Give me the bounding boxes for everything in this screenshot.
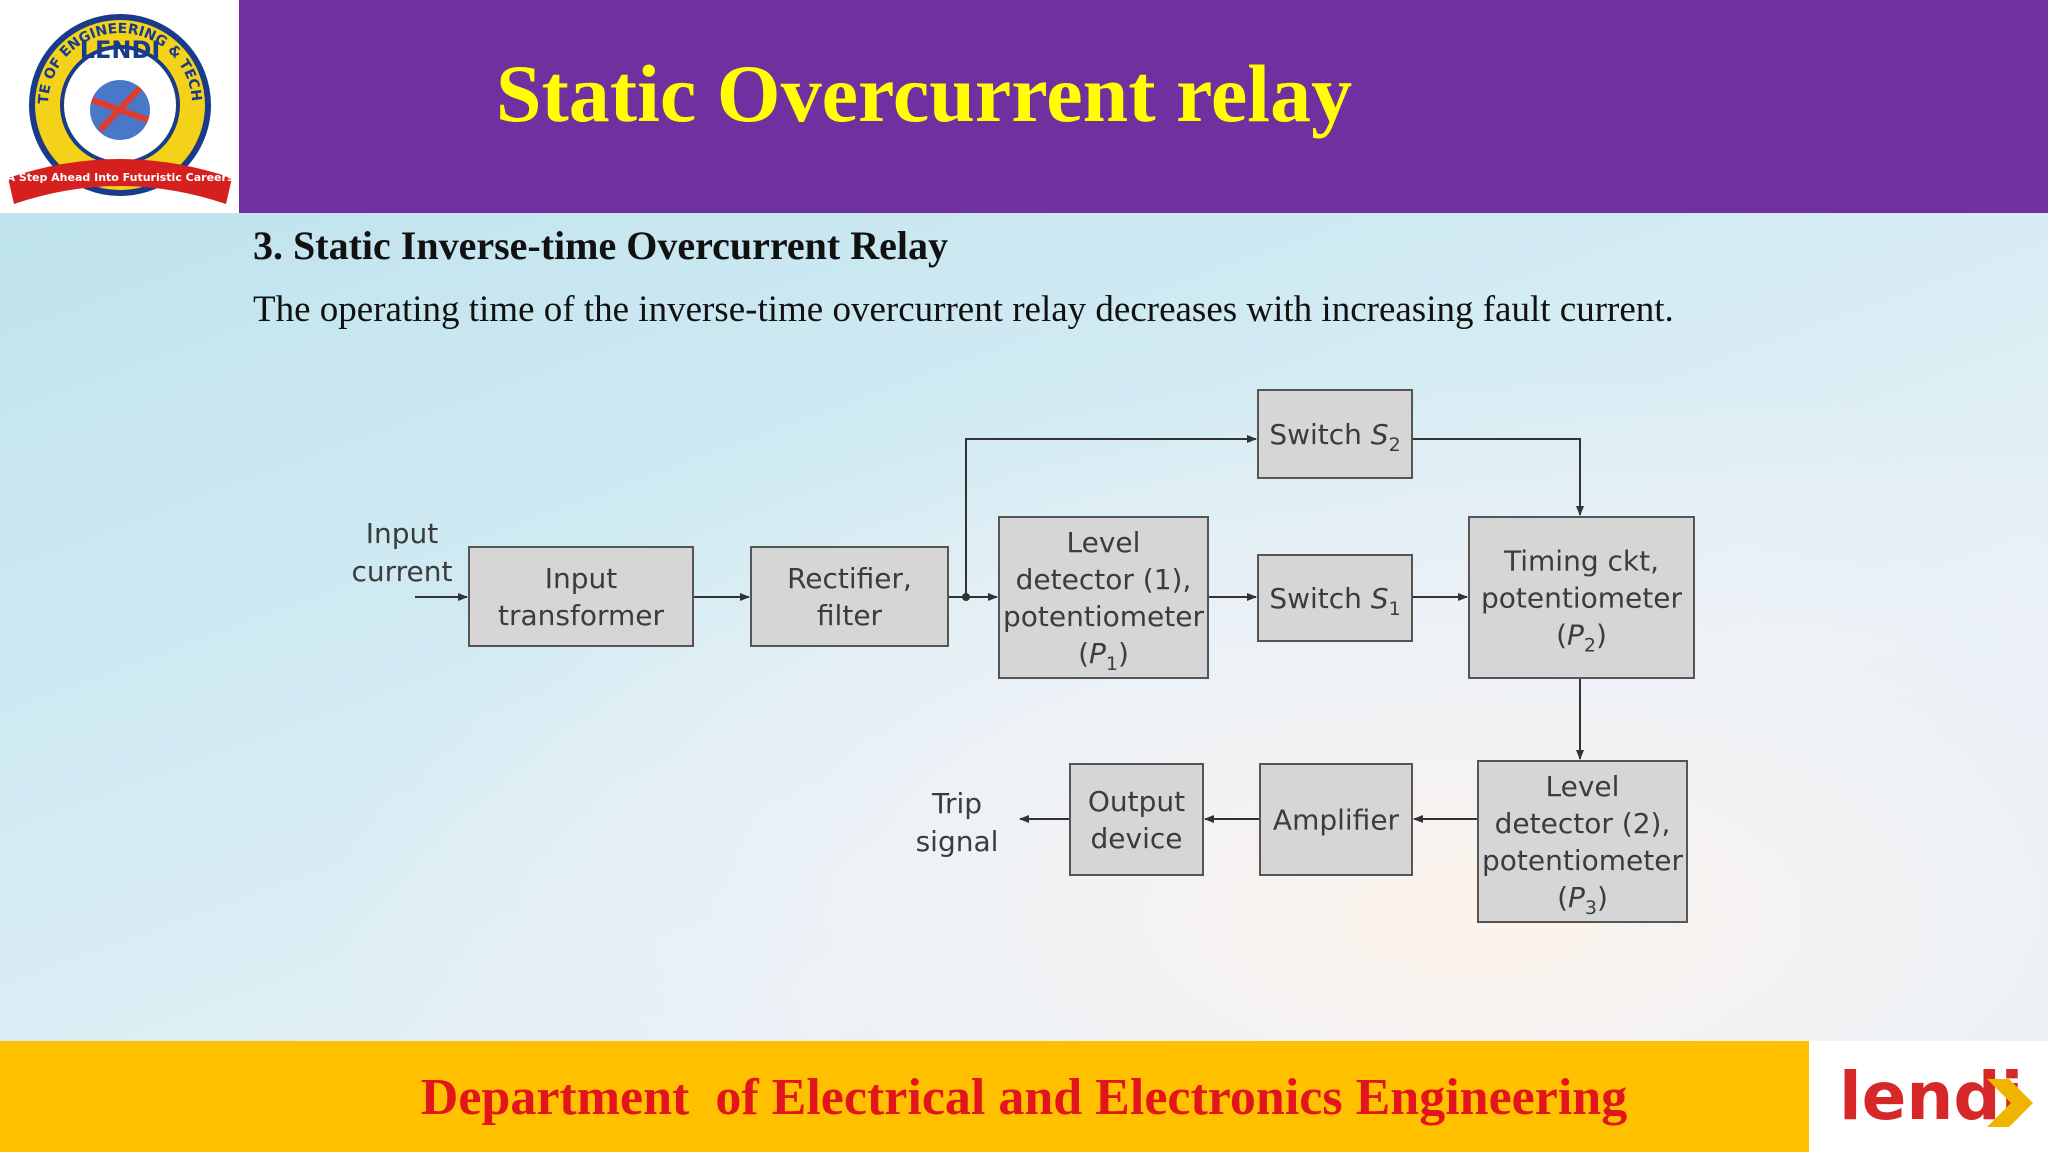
input-label: current (351, 555, 452, 588)
node-box (1259, 763, 1413, 876)
node-label: Level (1546, 770, 1620, 803)
node-label: Rectifier, (787, 562, 912, 595)
logo-name: LENDI (80, 36, 161, 64)
node-label: potentiometer (1482, 844, 1683, 877)
label-subscript: 2 (1389, 434, 1401, 456)
label-symbol: S (1371, 418, 1389, 451)
node-label: (P2) (1556, 619, 1607, 657)
diagram-node: Level detector (2), potentiometer (P3) (1477, 760, 1688, 923)
junction (962, 593, 970, 601)
node-label: filter (817, 599, 883, 632)
node-label: detector (1), (1016, 563, 1192, 596)
label-text: Switch (1269, 582, 1370, 615)
label-text: ( (1078, 637, 1089, 670)
institute-logo: INSTITUTE OF ENGINEERING & TECHNOLOGY LE… (0, 0, 239, 213)
node-label: detector (2), (1495, 807, 1671, 840)
node-label: potentiometer (1481, 582, 1682, 615)
arrow (1412, 438, 1584, 516)
footer-band (0, 1041, 1809, 1152)
node-label: (P1) (1078, 637, 1129, 675)
output-label: signal (916, 825, 999, 858)
label-symbol: P (1567, 619, 1584, 652)
node-box (1477, 760, 1688, 923)
diagram-node: Output device (1069, 763, 1204, 876)
node-label: Switch S1 (1269, 582, 1400, 620)
label-symbol: S (1371, 582, 1389, 615)
slide-title: Static Overcurrent relay (495, 48, 1353, 139)
diagram-node: Amplifier (1259, 763, 1413, 876)
diagram-node: Timing ckt, potentiometer (P2) (1468, 516, 1695, 679)
node-label: Output (1088, 785, 1185, 818)
node-label: device (1091, 822, 1183, 855)
input-label: Input (366, 517, 439, 550)
header-band (239, 0, 2048, 213)
label-text: ( (1557, 881, 1568, 914)
label-text: ( (1556, 619, 1567, 652)
node-box (468, 546, 694, 647)
node-box (1069, 763, 1204, 876)
label-subscript: 2 (1584, 635, 1596, 657)
label-subscript: 3 (1585, 897, 1597, 919)
label-text: ) (1597, 881, 1608, 914)
arrow (965, 435, 1257, 597)
footer-logo: lendi (1809, 1041, 2048, 1152)
label-symbol: P (1568, 881, 1585, 914)
section-heading: 3. Static Inverse-time Overcurrent Relay (253, 223, 948, 268)
label-subscript: 1 (1106, 653, 1118, 675)
diagram-node: Rectifier, filter (750, 546, 949, 647)
node-label: Switch S2 (1269, 418, 1400, 456)
lendi-logo: lendi (1839, 1058, 2033, 1135)
label-subscript: 1 (1389, 598, 1401, 620)
node-label: potentiometer (1003, 600, 1204, 633)
logo-motto: A Step Ahead Into Futuristic Careers (6, 171, 233, 184)
node-label: Input (545, 562, 618, 595)
label-text: ) (1118, 637, 1129, 670)
node-box (998, 516, 1209, 679)
node-label: (P3) (1557, 881, 1608, 919)
node-label: Timing ckt, (1503, 545, 1659, 578)
node-box (1257, 389, 1413, 479)
diagram-node: Switch S1 (1257, 554, 1413, 642)
footer-text: Department of Electrical and Electronics… (420, 1069, 1628, 1126)
node-box (1257, 554, 1413, 642)
label-text: Switch (1269, 418, 1370, 451)
diagram-node: Level detector (1), potentiometer (P1) (998, 516, 1209, 679)
node-label: Level (1067, 526, 1141, 559)
label-text: ) (1596, 619, 1607, 652)
description: The operating time of the inverse-time o… (253, 289, 1674, 330)
diagram-node: Switch S2 (1257, 389, 1413, 479)
diagram-node: Input transformer (468, 546, 694, 647)
node-label: transformer (498, 599, 664, 632)
node-box (1468, 516, 1695, 679)
logo-graphic: INSTITUTE OF ENGINEERING & TECHNOLOGY LE… (0, 0, 234, 204)
output-label: Trip (931, 787, 982, 820)
node-box (750, 546, 949, 647)
connectors (415, 435, 1584, 823)
label-symbol: P (1089, 637, 1106, 670)
node-label: Amplifier (1273, 804, 1400, 837)
